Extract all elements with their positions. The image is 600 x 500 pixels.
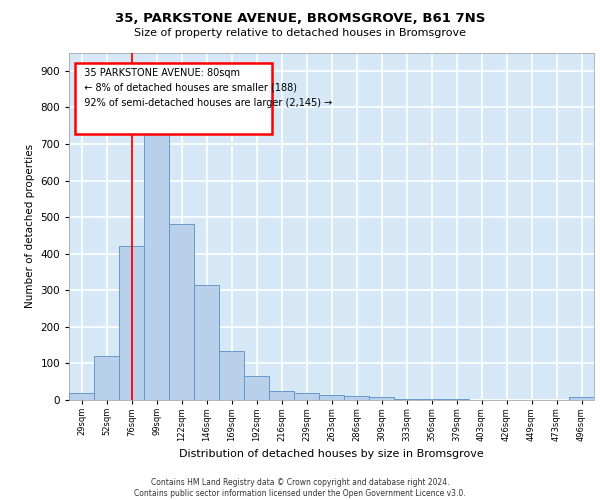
Bar [269,391,294,400]
Bar [69,392,94,400]
Bar [169,224,194,400]
FancyBboxPatch shape [76,63,272,134]
Bar [569,397,594,400]
Text: Size of property relative to detached houses in Bromsgrove: Size of property relative to detached ho… [134,28,466,38]
Bar [294,392,319,400]
Bar [369,398,394,400]
Bar [419,398,444,400]
Bar [344,396,369,400]
Y-axis label: Number of detached properties: Number of detached properties [25,144,35,308]
Bar [319,394,344,400]
Bar [219,350,244,400]
Text: 35 PARKSTONE AVENUE: 80sqm
  ← 8% of detached houses are smaller (188)
  92% of : 35 PARKSTONE AVENUE: 80sqm ← 8% of detac… [78,68,332,108]
Text: 35, PARKSTONE AVENUE, BROMSGROVE, B61 7NS: 35, PARKSTONE AVENUE, BROMSGROVE, B61 7N… [115,12,485,26]
Bar [394,398,419,400]
Bar [119,246,144,400]
Bar [194,285,219,400]
Text: Contains HM Land Registry data © Crown copyright and database right 2024.
Contai: Contains HM Land Registry data © Crown c… [134,478,466,498]
Bar [94,356,119,400]
Bar [244,376,269,400]
Bar [144,133,169,400]
X-axis label: Distribution of detached houses by size in Bromsgrove: Distribution of detached houses by size … [179,450,484,460]
